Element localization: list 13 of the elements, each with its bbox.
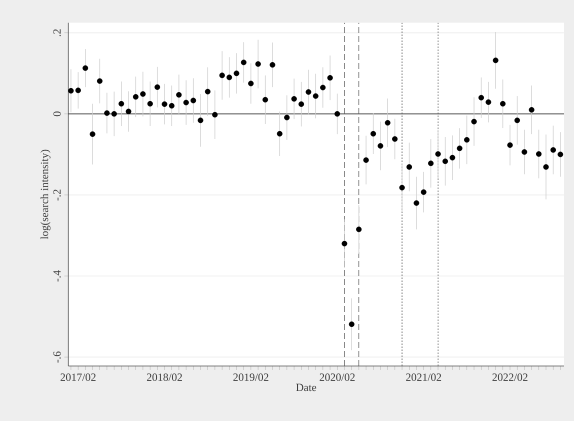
x-tick-label: 2019/02 xyxy=(233,374,268,381)
x-axis-title: Date xyxy=(296,384,316,392)
x-tick-label: 2017/02 xyxy=(60,374,96,381)
y-tick-label: 0 xyxy=(53,112,61,116)
x-tick-label: 2018/02 xyxy=(146,374,182,381)
x-tick-label: 2022/02 xyxy=(492,374,528,381)
y-tick-label: -.4 xyxy=(53,270,61,282)
y-tick-label: -.2 xyxy=(53,190,61,200)
y-tick-label: -.6 xyxy=(53,351,61,363)
y-tick-label: .2 xyxy=(53,29,61,36)
x-tick-label: 2020/02 xyxy=(320,374,355,381)
y-axis-title: log(search intensity) xyxy=(40,150,50,240)
x-tick-label: 2021/02 xyxy=(406,374,442,381)
